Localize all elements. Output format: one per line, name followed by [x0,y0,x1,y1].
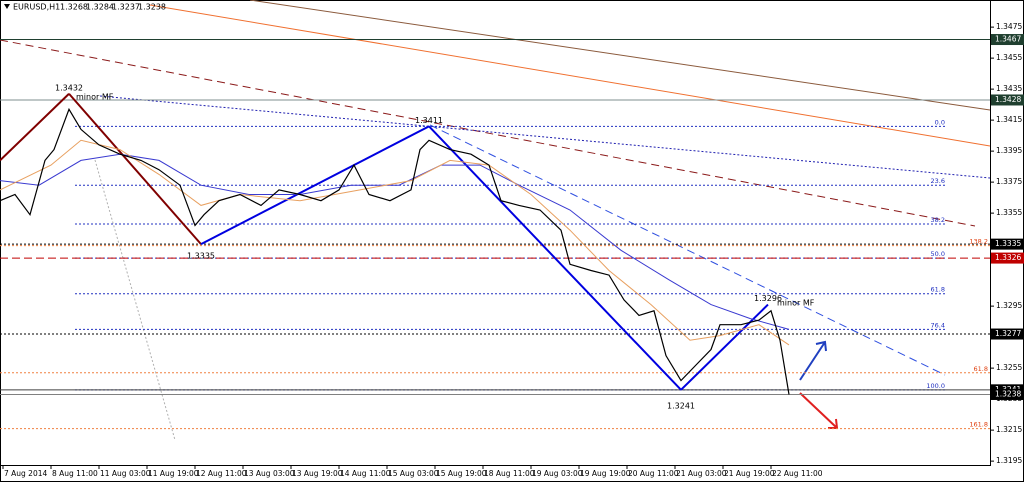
price-label-box [991,252,1024,264]
moving-average [0,139,790,346]
pivot-label: 1.3241 [667,401,695,410]
fib-label: 100.0 [926,382,945,390]
pivot-label: 1.3296 [754,294,782,303]
zigzag-leg [680,303,769,391]
y-tick-label: 1.3295 [996,301,1022,310]
x-tick-label: 14 Aug 11:00 [340,469,391,478]
fib-label: 61.8 [931,286,945,294]
price-label: 1.3428 [995,95,1021,104]
y-tick-label: 1.3195 [996,456,1022,465]
price-label-box [991,328,1024,340]
price-label-box [991,388,1024,400]
zigzag-leg [428,125,682,391]
y-tick-label: 1.3355 [996,208,1022,217]
x-tick-label: 11 Aug 19:00 [148,469,199,478]
fib-label: 138.2 [969,238,988,246]
header-open: 1.3268 [60,3,88,12]
x-tick-label: 13 Aug 19:00 [292,469,343,478]
annotation: minor MF [777,299,815,308]
fib-label: 23.6 [931,177,945,185]
zigzag-leg [0,93,70,162]
x-tick-label: 22 Aug 11:00 [772,469,823,478]
fib-label: 76.4 [931,321,945,329]
fib-label: 161.8 [969,421,988,429]
y-tick-label: 1.3255 [996,363,1022,372]
header-close: 1.3238 [138,3,166,12]
price-label: 1.3238 [995,389,1021,398]
y-tick-label: 1.3215 [996,425,1022,434]
header-high: 1.3284 [86,3,114,12]
trend-line [429,124,946,376]
pivot-label: 1.3411 [415,116,443,125]
x-tick-label: 13 Aug 03:00 [244,469,295,478]
down-arrow [799,392,839,429]
y-tick-label: 1.3455 [996,53,1022,62]
fib-label: 38.2 [931,216,945,224]
x-tick-label: 21 Aug 03:00 [676,469,727,478]
x-tick-label: 7 Aug 2014 [4,469,47,478]
pivot-label: 1.3335 [187,252,215,261]
x-tick-label: 15 Aug 19:00 [436,469,487,478]
fib-label: 0.0 [935,118,945,126]
zigzag-leg [68,93,202,245]
x-tick-label: 15 Aug 03:00 [388,469,439,478]
channel-line [249,0,991,111]
x-tick-label: 19 Aug 19:00 [580,469,631,478]
price-label: 1.3277 [995,329,1021,338]
fib-label: 61.8 [974,365,988,373]
price-line-series [0,107,790,395]
price-label: 1.3326 [995,253,1021,262]
up-arrow [799,340,827,381]
header-icon [4,4,10,9]
header-symbol: EURUSD,H1 [13,3,60,12]
y-tick-label: 1.3375 [996,177,1022,186]
y-tick-label: 1.3395 [996,146,1022,155]
y-tick-label: 1.3415 [996,115,1022,124]
y-tick-label: 1.3435 [996,84,1022,93]
header-low: 1.3237 [112,3,140,12]
x-tick-label: 19 Aug 03:00 [532,469,583,478]
price-label: 1.3467 [995,35,1021,44]
fib-label: 50.0 [931,250,945,258]
x-tick-label: 21 Aug 19:00 [724,469,775,478]
price-label-box [991,34,1024,46]
x-tick-label: 11 Aug 03:00 [100,469,151,478]
price-label-box [991,94,1024,106]
annotation: minor MF [76,93,114,102]
pivot-label: 1.3432 [55,83,83,92]
resistance-line [0,39,976,227]
trend-lines [0,0,991,441]
trend-line [99,95,991,179]
price-label-box [991,238,1024,250]
trend-line [94,159,176,441]
x-tick-label: 18 Aug 11:00 [484,469,535,478]
x-tick-label: 20 Aug 11:00 [628,469,679,478]
channel-line [149,4,991,147]
x-tick-label: 12 Aug 11:00 [196,469,247,478]
zigzag-leg [200,125,430,246]
price-label: 1.3335 [995,239,1021,248]
x-tick-label: 8 Aug 11:00 [52,469,98,478]
y-tick-label: 1.3475 [996,22,1022,31]
arrows [799,340,839,429]
